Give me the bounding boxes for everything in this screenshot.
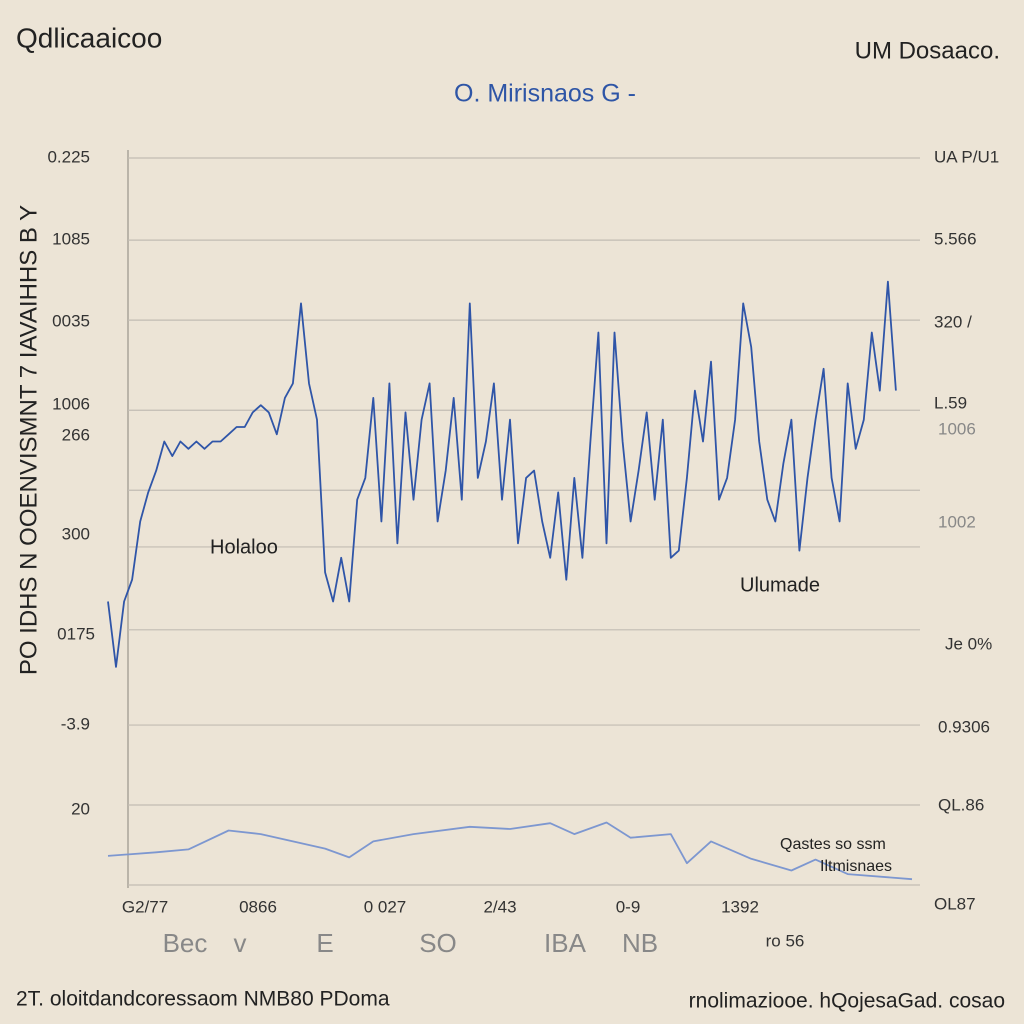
chart-title: O. Mirisnaos G - bbox=[454, 80, 636, 108]
x-sublabel: ro 56 bbox=[766, 931, 805, 950]
left-label: 1006 bbox=[52, 394, 90, 413]
x-labels: G2/77 0866 0 027 2/43 0-9 1392 Bec v E S… bbox=[122, 897, 805, 957]
left-label: 20 bbox=[71, 799, 90, 818]
data-line bbox=[107, 821, 913, 881]
left-labels: 0.225 1085 0035 1006 266 300 0175 -3.9 2… bbox=[47, 147, 95, 818]
y-axis-label: PO IDHS N OOENVISMNT 7 IAVAIHHS B Y bbox=[15, 205, 42, 675]
left-label: 0175 bbox=[57, 624, 95, 643]
left-label: 0.225 bbox=[47, 147, 90, 166]
right-label: UA P/U1 bbox=[934, 147, 999, 166]
x-label: 0866 bbox=[239, 897, 277, 916]
right-label: 0.9306 bbox=[938, 717, 990, 736]
x-label: 2/43 bbox=[483, 897, 516, 916]
left-title: Qdlicaaicoo bbox=[16, 22, 162, 53]
right-label: L.59 bbox=[934, 393, 967, 412]
footer-right: rnolimaziooe. hQojesaGad. cosao bbox=[689, 990, 1005, 1013]
x-sublabel: NB bbox=[622, 928, 658, 958]
right-title: UM Dosaaco. bbox=[855, 37, 1000, 64]
x-label: 1392 bbox=[721, 897, 759, 916]
annotation: Holaloo bbox=[210, 536, 278, 558]
x-label: 0-9 bbox=[616, 897, 641, 916]
data-line bbox=[107, 280, 897, 668]
footer-left: 2T. oloitdandcoressaom NMB80 PDoma bbox=[16, 988, 390, 1011]
plot bbox=[107, 157, 920, 886]
right-labels: UA P/U1 5.566 320 / L.59 1006 1002 Je 0%… bbox=[934, 147, 999, 913]
x-label: G2/77 bbox=[122, 897, 168, 916]
left-label: -3.9 bbox=[61, 714, 90, 733]
x-sublabel: IBA bbox=[544, 928, 587, 958]
right-label: 5.566 bbox=[934, 229, 977, 248]
left-label: 0035 bbox=[52, 311, 90, 330]
right-label: 1002 bbox=[938, 512, 976, 531]
x-sublabel: v bbox=[234, 928, 247, 958]
annotation: Qastes so ssm bbox=[780, 836, 886, 853]
right-label: 320 / bbox=[934, 312, 972, 331]
right-label: Je 0% bbox=[945, 634, 992, 653]
annotation: Iltmisnaes bbox=[820, 858, 892, 875]
right-label: 1006 bbox=[938, 419, 976, 438]
right-label: QL.86 bbox=[938, 795, 984, 814]
x-label: 0 027 bbox=[364, 897, 407, 916]
left-label: 266 bbox=[62, 425, 90, 444]
right-label: OL87 bbox=[934, 894, 976, 913]
x-sublabel: E bbox=[316, 928, 333, 958]
x-sublabel: SO bbox=[419, 928, 457, 958]
left-label: 1085 bbox=[52, 229, 90, 248]
left-label: 300 bbox=[62, 524, 90, 543]
x-sublabel: Bec bbox=[163, 928, 208, 958]
annotation: Ulumade bbox=[740, 574, 820, 596]
